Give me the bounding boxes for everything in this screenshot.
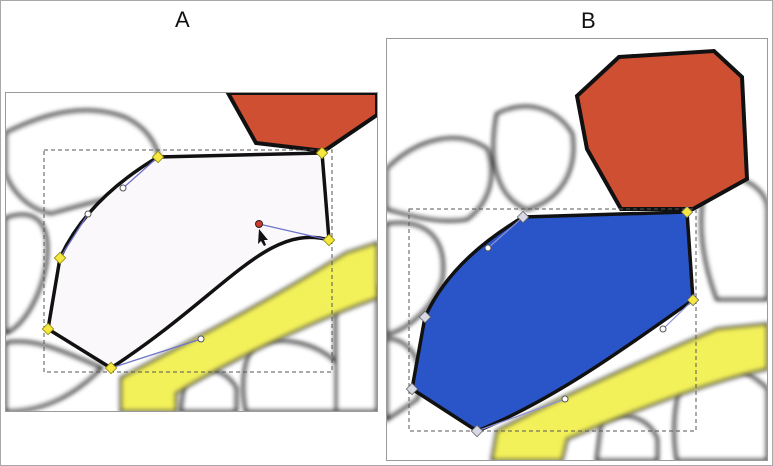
arrow-cursor-icon — [258, 229, 268, 246]
control-lines — [476, 216, 694, 432]
panel-b-canvas[interactable] — [386, 38, 768, 461]
circle-control-point-icon — [119, 184, 127, 192]
control-lines — [59, 156, 330, 369]
circle-control-point-icon — [84, 210, 92, 218]
circle-control-point-icon — [561, 395, 569, 403]
diamond-handle-icon — [322, 233, 336, 247]
circle-control-point-icon — [197, 335, 205, 343]
diamond-handle-icon — [680, 205, 694, 219]
selection-bounding-box — [43, 149, 333, 373]
panel-a-label: A — [175, 7, 190, 32]
diamond-handle-icon — [104, 361, 118, 375]
control-points — [84, 184, 205, 343]
background-cells — [387, 39, 767, 460]
node-handles[interactable] — [41, 146, 336, 375]
active-control-point-icon[interactable] — [255, 220, 263, 228]
selection-bounding-box — [408, 208, 697, 432]
control-points — [484, 244, 667, 403]
panel-b-label: B — [581, 8, 596, 33]
diamond-handle-icon — [315, 146, 329, 160]
diamond-handle-icon — [470, 424, 484, 438]
circle-control-point-icon — [659, 325, 667, 333]
panel-a-canvas[interactable] — [5, 92, 378, 412]
panel-a-drawing — [6, 93, 377, 411]
red-shape[interactable] — [574, 48, 750, 211]
panel-b-drawing — [387, 39, 767, 460]
yellow-band — [119, 241, 377, 411]
diamond-handle-icon — [405, 382, 419, 396]
red-shape[interactable] — [225, 93, 377, 154]
node-handles[interactable] — [405, 205, 700, 438]
diamond-handle-icon — [516, 210, 530, 224]
diamond-handle-icon — [151, 150, 165, 164]
diamond-handle-icon — [686, 293, 700, 307]
selected-shape[interactable] — [46, 151, 331, 371]
diamond-handle-icon — [41, 322, 55, 336]
diamond-handle-icon — [418, 310, 432, 324]
circle-control-point-icon — [484, 244, 492, 252]
yellow-band — [490, 322, 767, 460]
diamond-handle-icon — [53, 251, 67, 265]
